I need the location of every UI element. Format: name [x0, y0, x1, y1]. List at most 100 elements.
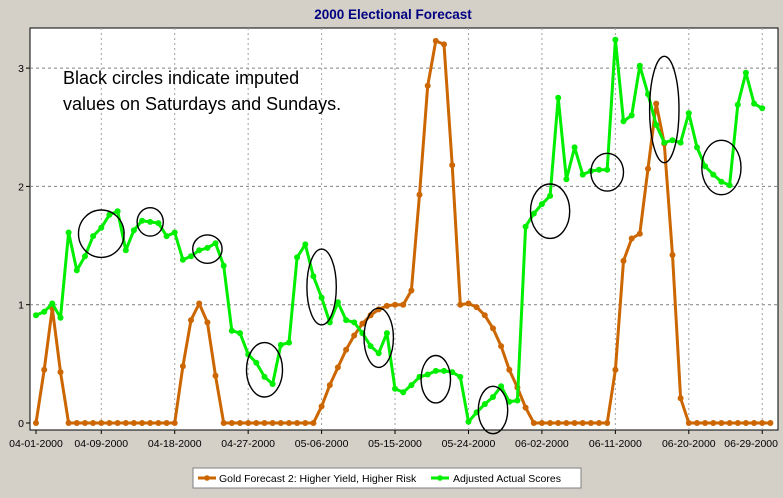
x-tick-label: 06-11-2000 [589, 438, 642, 450]
data-point [408, 287, 415, 294]
data-point [82, 420, 88, 426]
y-tick-label: 3 [18, 63, 24, 75]
data-point [571, 420, 578, 426]
data-point [579, 420, 586, 426]
data-point [196, 300, 203, 307]
data-point [685, 110, 692, 117]
legend-marker-actual [437, 475, 443, 481]
data-point [253, 420, 260, 426]
imputed-circle [477, 385, 509, 435]
data-point [179, 256, 186, 263]
data-point [139, 217, 146, 224]
data-point [563, 176, 570, 183]
data-point [571, 144, 578, 151]
data-point [188, 317, 194, 324]
data-point [694, 144, 700, 151]
data-point [742, 420, 749, 426]
data-point [122, 420, 129, 426]
data-point [139, 420, 146, 426]
imputed-circle [590, 152, 625, 192]
data-point [490, 394, 496, 400]
data-point [302, 420, 309, 426]
data-point [334, 299, 341, 306]
data-point [563, 420, 570, 426]
data-point [343, 346, 350, 353]
data-point [245, 420, 252, 426]
data-point [294, 254, 301, 261]
data-point [57, 369, 64, 376]
data-point [759, 420, 766, 426]
data-point [416, 191, 423, 198]
imputed-circle [420, 354, 452, 404]
data-point [653, 121, 660, 128]
data-point [555, 94, 562, 101]
data-point [286, 339, 292, 346]
data-point [612, 36, 619, 43]
data-point [188, 253, 194, 260]
data-point [587, 420, 594, 426]
data-point [530, 210, 537, 217]
legend: Gold Forecast 2: Higher Yield, Higher Ri… [192, 467, 582, 489]
legend-item-gold: Gold Forecast 2: Higher Yield, Higher Ri… [198, 473, 417, 485]
data-point [375, 350, 382, 357]
data-point [277, 420, 284, 426]
data-point [481, 401, 488, 408]
data-point [73, 420, 80, 426]
data-point [506, 366, 513, 373]
data-point [498, 343, 505, 350]
data-point [645, 165, 651, 172]
x-tick-label: 04-18-2000 [148, 438, 202, 450]
data-point [302, 241, 309, 248]
data-point [473, 304, 480, 311]
data-point [457, 301, 464, 308]
data-point [286, 420, 292, 426]
data-point [498, 383, 505, 390]
data-point [41, 366, 48, 373]
data-point [147, 420, 154, 426]
data-point [669, 137, 676, 144]
data-point [147, 218, 154, 225]
data-point [710, 171, 717, 178]
data-point [179, 363, 186, 370]
y-tick-label: 0 [18, 418, 24, 430]
imputed-circle [363, 307, 395, 369]
data-point [253, 359, 260, 366]
data-point [351, 319, 358, 326]
y-tick-label: 1 [18, 300, 24, 312]
data-point [596, 420, 602, 426]
x-tick-label: 05-24-2000 [442, 438, 496, 450]
data-point [73, 267, 80, 274]
data-point [383, 302, 390, 309]
data-point [228, 420, 235, 426]
x-tick-label: 06-20-2000 [662, 438, 716, 450]
data-point [734, 420, 741, 426]
data-point [620, 257, 627, 264]
data-point [522, 223, 529, 230]
data-point [432, 37, 439, 44]
data-point [742, 69, 749, 76]
data-point [547, 420, 554, 426]
data-point [530, 420, 537, 426]
data-point [702, 163, 709, 170]
data-point [375, 306, 382, 313]
data-point [751, 420, 758, 426]
data-point [41, 308, 48, 315]
legend-box [192, 467, 582, 489]
x-tick-label: 06-02-2000 [515, 438, 569, 450]
data-point [718, 178, 725, 185]
data-point [196, 247, 203, 254]
data-point [392, 385, 398, 392]
data-point [604, 420, 611, 426]
data-point [204, 319, 211, 326]
data-point [538, 420, 545, 426]
data-point [465, 418, 472, 425]
data-point [677, 395, 684, 402]
data-point [98, 420, 105, 426]
data-point [351, 332, 358, 339]
data-point [269, 381, 276, 387]
data-point [343, 317, 350, 324]
legend-marker-gold [204, 475, 210, 481]
data-point [82, 253, 88, 260]
data-point [204, 244, 211, 251]
